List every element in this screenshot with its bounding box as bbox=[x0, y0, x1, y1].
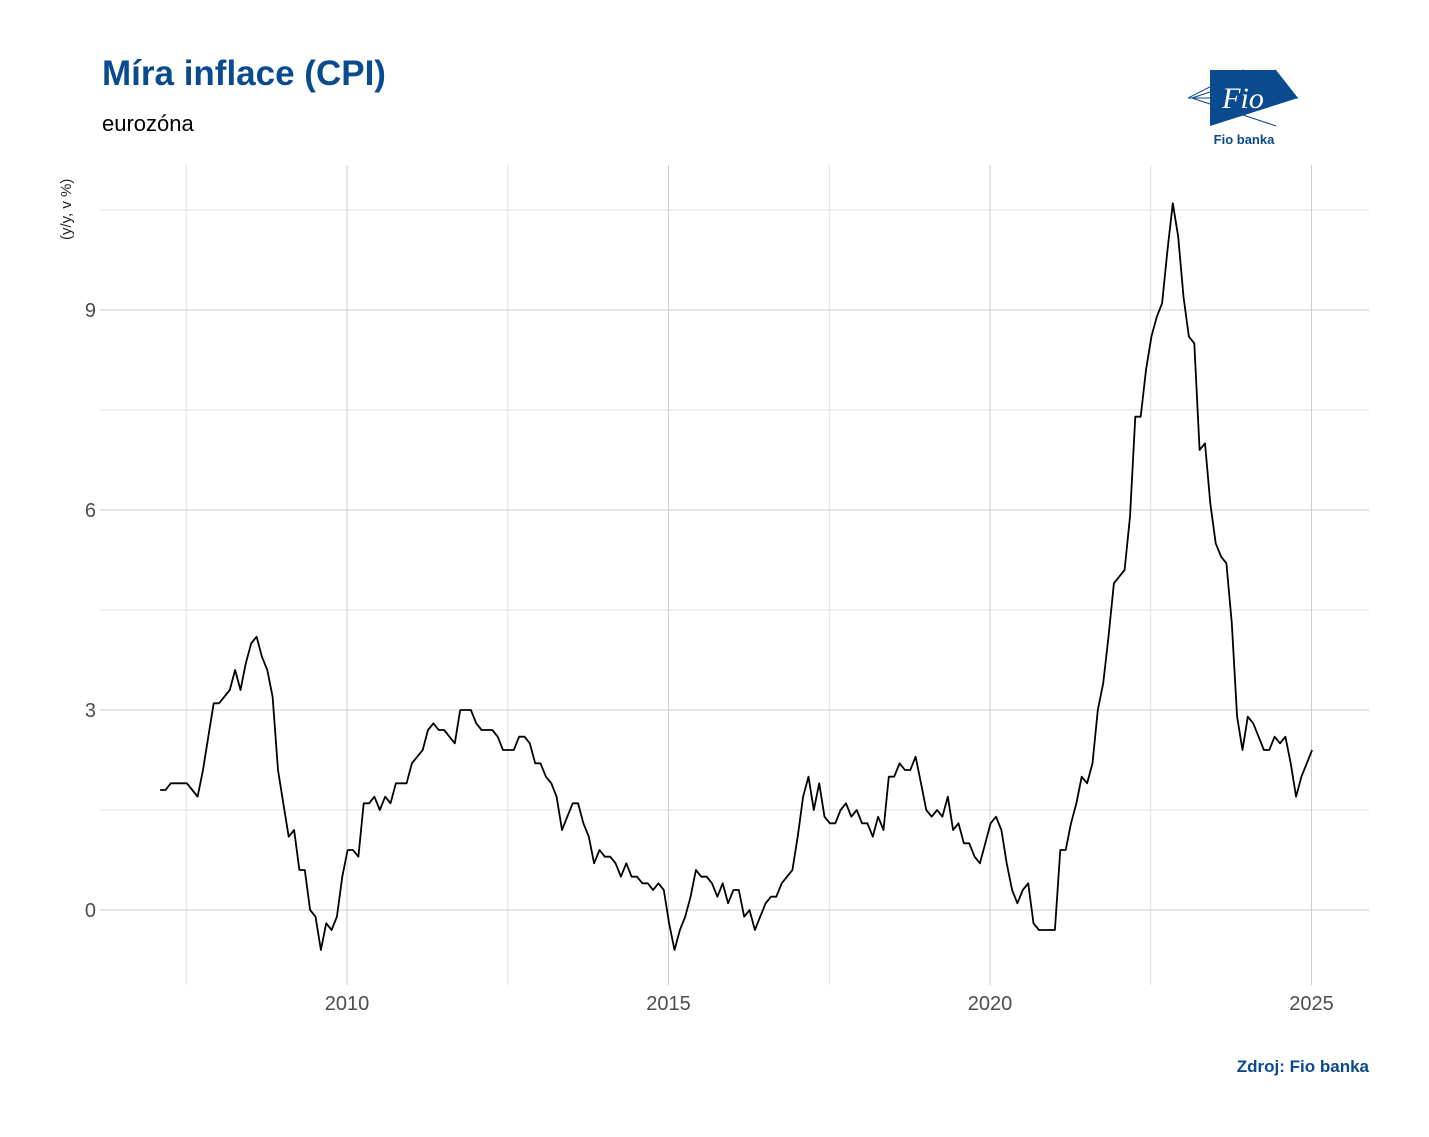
chart-subtitle: eurozóna bbox=[102, 111, 194, 136]
x-tick-label: 2025 bbox=[1289, 993, 1334, 1015]
logo-mark-text: Fio bbox=[1221, 82, 1264, 115]
logo-caption: Fio banka bbox=[1214, 132, 1275, 147]
y-tick-label: 6 bbox=[85, 500, 96, 522]
x-tick-label: 2010 bbox=[325, 993, 370, 1015]
fio-banka-logo: Fio Fio banka bbox=[1188, 69, 1299, 147]
source-note: Zdroj: Fio banka bbox=[1236, 1057, 1369, 1076]
cpi-series-line bbox=[160, 202, 1313, 951]
y-tick-label: 3 bbox=[85, 700, 96, 722]
x-tick-label: 2020 bbox=[968, 993, 1013, 1015]
chart-title: Míra inflace (CPI) bbox=[102, 54, 386, 93]
x-tick-label: 2015 bbox=[646, 993, 691, 1015]
y-tick-label: 9 bbox=[85, 300, 96, 322]
y-tick-label: 0 bbox=[85, 900, 96, 922]
